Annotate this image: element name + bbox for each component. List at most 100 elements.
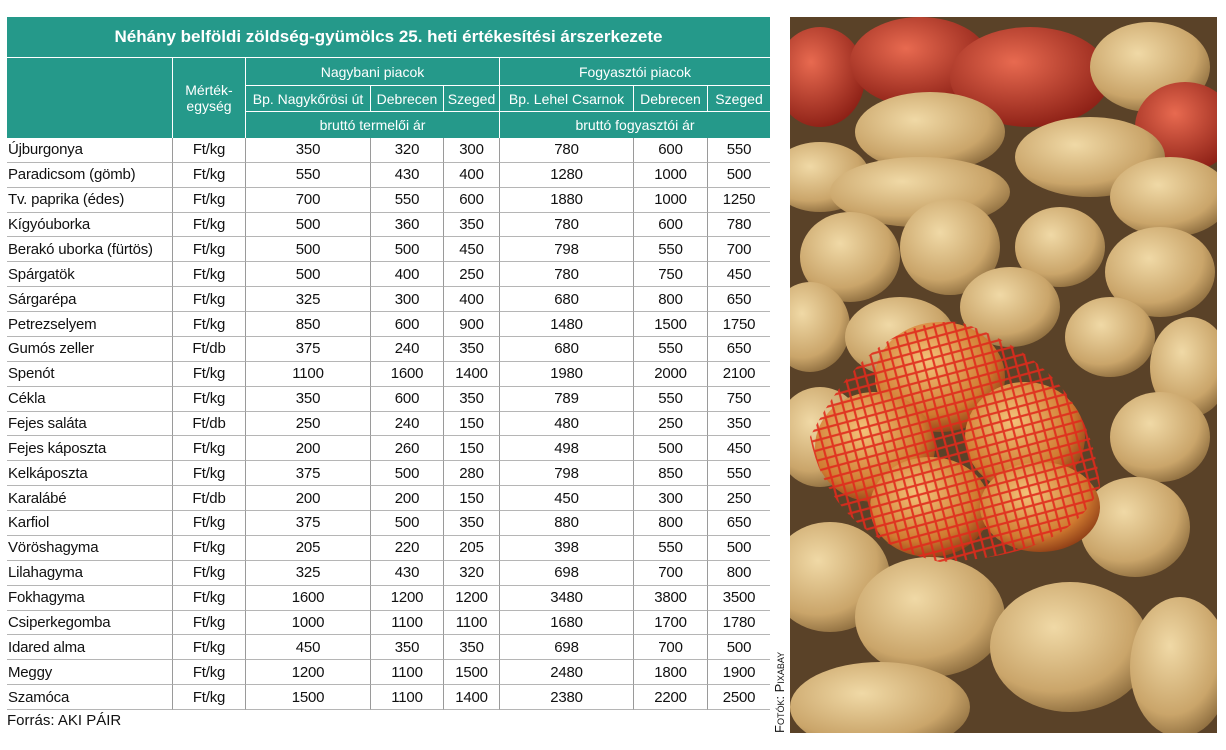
- row-label: Kelkáposzta: [7, 461, 172, 487]
- price-cell: 550: [633, 386, 707, 412]
- price-cell: 350: [370, 635, 443, 661]
- onion-net: [810, 321, 1100, 562]
- price-cell: 350: [443, 511, 499, 536]
- price-cell: 800: [633, 287, 707, 313]
- price-cell: 650: [707, 336, 770, 362]
- price-cell: 600: [443, 187, 499, 213]
- price-cell: 2480: [499, 660, 633, 686]
- price-cell: 798: [499, 461, 633, 487]
- column-header: Bp. Lehel Csarnok: [499, 85, 633, 111]
- unit-header-line: egység: [186, 98, 232, 114]
- price-cell: 1750: [707, 312, 770, 337]
- price-cell: 450: [707, 262, 770, 288]
- price-cell: 1250: [707, 187, 770, 213]
- row-label: Lilahagyma: [7, 561, 172, 586]
- price-cell: 450: [499, 486, 633, 512]
- price-cell: 450: [245, 635, 370, 661]
- price-cell: 250: [633, 411, 707, 437]
- row-label: Petrezselyem: [7, 312, 172, 337]
- price-cell: 2000: [633, 361, 707, 387]
- price-cell: 150: [443, 436, 499, 462]
- price-cell: 280: [443, 461, 499, 487]
- price-cell: 375: [245, 511, 370, 536]
- price-cell: 300: [633, 486, 707, 512]
- price-cell: 1000: [633, 162, 707, 188]
- price-cell: 500: [707, 535, 770, 561]
- price-cell: 1200: [245, 660, 370, 686]
- table-title: Néhány belföldi zöldség-gyümölcs 25. het…: [7, 17, 770, 57]
- price-cell: 698: [499, 560, 633, 586]
- row-label: Újburgonya: [7, 138, 172, 163]
- column-header: Bp. Nagykőrösi út: [245, 85, 370, 111]
- price-cell: 1500: [633, 312, 707, 337]
- unit-cell: Ft/db: [172, 336, 245, 362]
- row-label: Sárgarépa: [7, 287, 172, 313]
- price-cell: 1400: [443, 361, 499, 387]
- unit-cell: Ft/kg: [172, 361, 245, 387]
- price-cell: 350: [707, 411, 770, 437]
- price-cell: 325: [245, 560, 370, 586]
- price-cell: 240: [370, 411, 443, 437]
- price-cell: 500: [245, 262, 370, 288]
- price-cell: 550: [370, 187, 443, 213]
- price-cell: 700: [633, 560, 707, 586]
- price-cell: 1100: [443, 610, 499, 636]
- header-blank: [7, 57, 172, 138]
- price-cell: 789: [499, 386, 633, 412]
- price-cell: 750: [707, 386, 770, 412]
- row-label: Csiperkegomba: [7, 611, 172, 636]
- price-cell: 350: [443, 635, 499, 661]
- price-cell: 680: [499, 287, 633, 313]
- row-label: Berakó uborka (fürtös): [7, 237, 172, 263]
- column-header: Szeged: [443, 85, 499, 111]
- price-type-header: bruttó termelői ár: [245, 111, 499, 138]
- price-cell: 300: [443, 138, 499, 163]
- row-label: Karalábé: [7, 486, 172, 512]
- price-cell: 150: [443, 411, 499, 437]
- price-cell: 1100: [370, 660, 443, 686]
- unit-header-line: Mérték-: [185, 82, 233, 98]
- price-cell: 1800: [633, 660, 707, 686]
- price-cell: 320: [443, 560, 499, 586]
- unit-cell: Ft/kg: [172, 635, 245, 661]
- price-cell: 550: [707, 138, 770, 163]
- row-label: Kígyóuborka: [7, 213, 172, 238]
- price-cell: 375: [245, 461, 370, 487]
- price-cell: 320: [370, 138, 443, 163]
- price-cell: 1600: [370, 361, 443, 387]
- price-cell: 1700: [633, 610, 707, 636]
- row-label: Paradicsom (gömb): [7, 163, 172, 188]
- price-cell: 2500: [707, 685, 770, 710]
- price-cell: 2200: [633, 685, 707, 710]
- price-cell: 240: [370, 336, 443, 362]
- price-cell: 780: [499, 138, 633, 163]
- price-cell: 780: [707, 212, 770, 238]
- row-label: Karfiol: [7, 511, 172, 536]
- row-label: Szamóca: [7, 685, 172, 710]
- price-cell: 700: [707, 237, 770, 263]
- price-cell: 450: [443, 237, 499, 263]
- price-cell: 600: [370, 386, 443, 412]
- price-cell: 500: [707, 635, 770, 661]
- price-cell: 500: [633, 436, 707, 462]
- source-note: Forrás: AKI PÁIR: [7, 712, 122, 729]
- price-cell: 350: [245, 138, 370, 163]
- unit-cell: Ft/kg: [172, 162, 245, 188]
- price-cell: 800: [707, 560, 770, 586]
- price-cell: 550: [245, 162, 370, 188]
- price-cell: 850: [245, 312, 370, 337]
- unit-cell: Ft/kg: [172, 262, 245, 288]
- price-cell: 500: [370, 237, 443, 263]
- price-cell: 800: [633, 511, 707, 536]
- price-cell: 450: [707, 436, 770, 462]
- price-cell: 400: [443, 287, 499, 313]
- price-cell: 500: [245, 212, 370, 238]
- price-cell: 375: [245, 336, 370, 362]
- column-header: Szeged: [707, 85, 770, 111]
- price-cell: 3800: [633, 585, 707, 611]
- price-cell: 205: [443, 535, 499, 561]
- unit-cell: Ft/kg: [172, 138, 245, 163]
- price-cell: 700: [633, 635, 707, 661]
- price-cell: 1000: [633, 187, 707, 213]
- price-cell: 1880: [499, 187, 633, 213]
